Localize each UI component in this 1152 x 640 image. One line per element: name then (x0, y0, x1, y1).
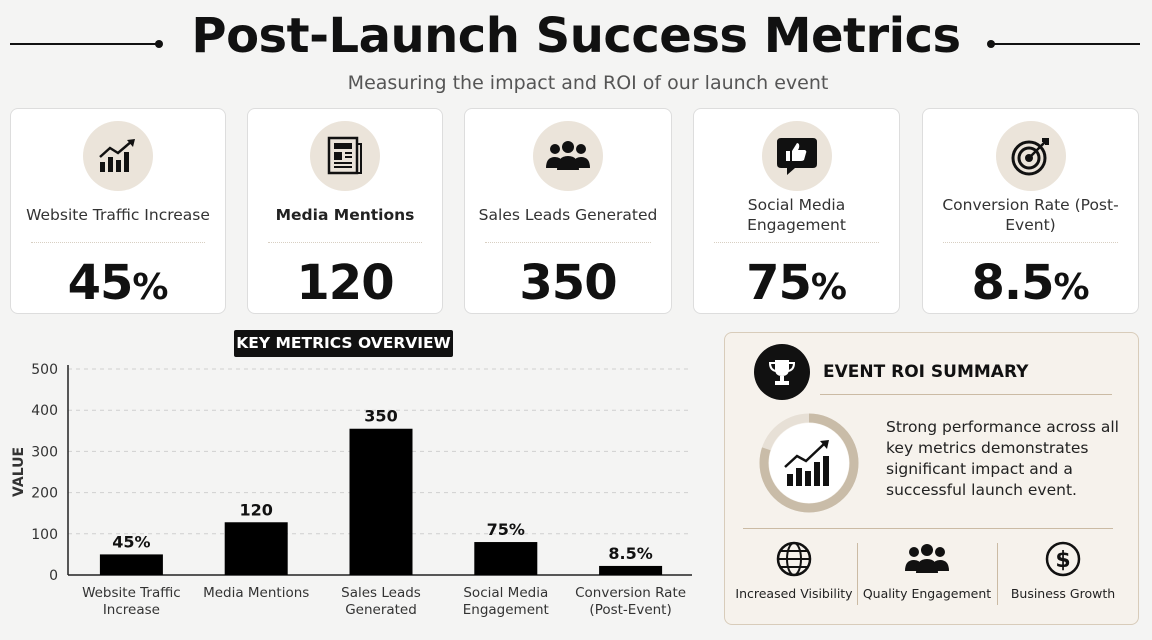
pillar-business-growth: $ Business Growth (998, 540, 1128, 612)
metric-card-social-engagement: Social Media Engagement 75% (693, 108, 900, 314)
divider (268, 242, 422, 243)
data-label: 75% (487, 520, 525, 539)
header-rule-left (10, 43, 158, 45)
divider (943, 242, 1118, 243)
divider (485, 242, 651, 243)
chart-up-icon (83, 121, 153, 191)
x-tick-label: Increase (103, 602, 160, 618)
y-axis-label: VALUE (11, 447, 27, 497)
data-label: 350 (364, 407, 397, 426)
globe-icon (729, 540, 859, 578)
progress-ring (759, 413, 859, 513)
y-tick-label: 0 (49, 568, 58, 584)
divider (820, 394, 1112, 395)
divider (743, 528, 1113, 529)
pillar-quality-engagement: Quality Engagement (862, 540, 992, 612)
page-subtitle: Measuring the impact and ROI of our laun… (347, 72, 829, 94)
y-tick-label: 100 (31, 527, 58, 543)
header-rule-right (994, 43, 1140, 45)
divider (714, 242, 879, 243)
thumbs-up-icon (761, 121, 832, 191)
data-label: 8.5% (608, 544, 652, 563)
metric-label: Sales Leads Generated (478, 206, 658, 224)
pillar-label: Quality Engagement (862, 586, 992, 601)
roi-title: EVENT ROI SUMMARY (823, 362, 1029, 382)
y-tick-label: 400 (31, 403, 58, 419)
divider (31, 242, 205, 243)
x-tick-label: Media Mentions (203, 585, 309, 601)
newspaper-icon (310, 121, 380, 191)
dollar-icon: $ (998, 540, 1128, 578)
bar (99, 554, 163, 575)
pillar-increased-visibility: Increased Visibility (729, 540, 859, 612)
bar-chart: VALUE 0 100 200 300 400 500 45% Website TrafficI… (11, 362, 692, 618)
x-tick-label: Engagement (463, 602, 549, 618)
metric-label: Website Traffic Increase (26, 206, 210, 224)
chart-title: KEY METRICS OVERVIEW (234, 330, 453, 357)
metric-value: 45% (67, 255, 169, 311)
data-label: 120 (239, 500, 272, 519)
x-tick-label: Social Media (463, 585, 548, 601)
divider (997, 543, 998, 605)
x-tick-label: Generated (345, 602, 417, 618)
x-tick-label: (Post-Event) (589, 602, 671, 618)
metric-value: 75% (746, 255, 847, 311)
roi-description: Strong performance across all key metric… (886, 418, 1119, 499)
x-tick-label: Website Traffic (82, 585, 181, 601)
header-dot-left (155, 40, 163, 48)
page-title: Post-Launch Success Metrics (191, 8, 961, 64)
y-tick-label: 200 (31, 486, 58, 502)
chart-up-icon (784, 440, 829, 486)
metric-value: 8.5% (971, 255, 1090, 311)
metric-card-conversion-rate: Conversion Rate (Post-Event) 8.5% (922, 108, 1139, 314)
metric-card-website-traffic: Website Traffic Increase 45% (10, 108, 226, 314)
trophy-icon (754, 344, 810, 400)
x-tick-label: Sales Leads (341, 585, 421, 601)
y-tick-label: 300 (31, 444, 58, 460)
roi-summary-panel: EVENT ROI SUMMARY Strong performance acr… (724, 332, 1139, 625)
pillar-label: Business Growth (1010, 586, 1116, 601)
metric-value: 120 (296, 255, 394, 311)
divider (857, 543, 858, 605)
people-group-icon (862, 540, 992, 578)
bar (474, 542, 538, 575)
header-dot-right (987, 40, 995, 48)
metric-label: Conversion Rate (Post-Event) (942, 196, 1119, 234)
bar (224, 522, 288, 575)
metric-label: Media Mentions (275, 206, 415, 224)
metric-card-sales-leads: Sales Leads Generated 350 (464, 108, 672, 314)
x-tick-label: Conversion Rate (575, 585, 686, 601)
metric-card-media-mentions: Media Mentions 120 (247, 108, 443, 314)
metric-label: Social Media Engagement (747, 196, 846, 234)
people-group-icon (533, 121, 603, 191)
metric-value: 350 (519, 255, 617, 311)
bar (349, 428, 413, 575)
data-label: 45% (112, 532, 150, 551)
bar (599, 565, 663, 575)
y-tick-label: 500 (31, 362, 58, 378)
pillar-label: Increased Visibility (735, 586, 853, 601)
target-icon (995, 121, 1066, 191)
svg-text:$: $ (1055, 548, 1070, 573)
